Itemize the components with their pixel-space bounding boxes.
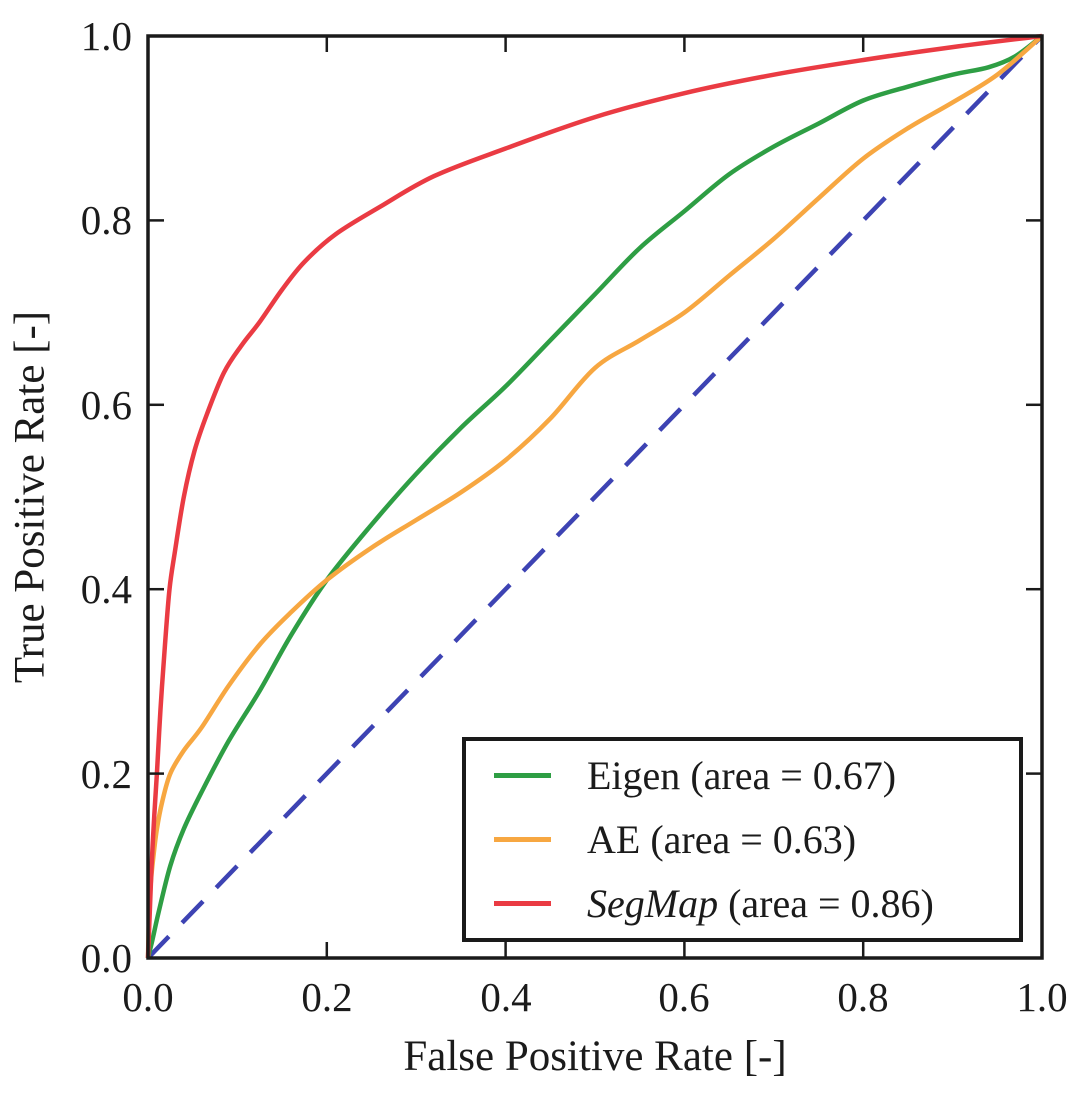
legend-label: Eigen (area = 0.67) [587, 753, 897, 799]
x-tick-label: 0.2 [301, 974, 353, 1020]
ae-line-swatch [494, 837, 551, 842]
x-axis-label: False Positive Rate [-] [403, 1033, 787, 1080]
x-tick-label: 0.0 [122, 974, 174, 1020]
roc-curve-chance [146, 34, 1044, 960]
y-tick-label: 0.6 [80, 382, 132, 428]
legend-item-segmap: SegMap (area = 0.86) [466, 874, 1019, 932]
legend-label: AE (area = 0.63) [587, 817, 857, 862]
eigen-line-swatch [494, 773, 551, 779]
segmap-line-swatch [494, 900, 551, 906]
y-tick-label: 0.2 [80, 751, 132, 797]
y-tick-label: 0.8 [80, 197, 132, 243]
x-tick-label: 1.0 [1016, 974, 1068, 1020]
roc-curve-ae [145, 34, 1044, 959]
x-tick-label: 0.4 [480, 974, 532, 1020]
legend-label: SegMap (area = 0.86) [587, 880, 934, 926]
legend-item-ae: AE (area = 0.63) [466, 811, 1019, 869]
roc-curve-segmap [145, 33, 1043, 959]
y-tick-label: 0.0 [80, 935, 132, 981]
x-tick-label: 0.6 [658, 974, 710, 1020]
y-axis-label: True Positive Rate [-] [6, 310, 54, 684]
legend-item-eigen: Eigen (area = 0.67) [466, 747, 1019, 805]
roc-curve-eigen [145, 34, 1044, 959]
x-tick-label: 0.8 [837, 974, 889, 1020]
y-tick-label: 1.0 [80, 13, 132, 59]
y-tick-label: 0.4 [80, 566, 132, 612]
legend: Eigen (area = 0.67) AE (area = 0.63) Seg… [462, 737, 1023, 942]
axis-border [146, 34, 1044, 960]
